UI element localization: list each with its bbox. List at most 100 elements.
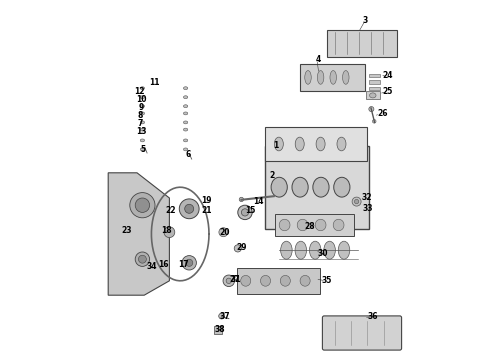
Ellipse shape <box>333 219 344 231</box>
Text: 11: 11 <box>149 78 160 87</box>
Ellipse shape <box>140 87 145 90</box>
Ellipse shape <box>305 71 311 84</box>
FancyBboxPatch shape <box>265 146 369 229</box>
Ellipse shape <box>183 87 188 90</box>
Ellipse shape <box>183 121 188 124</box>
FancyBboxPatch shape <box>214 326 222 334</box>
Ellipse shape <box>310 241 321 259</box>
Ellipse shape <box>185 204 194 213</box>
Ellipse shape <box>140 148 145 151</box>
Ellipse shape <box>140 105 145 108</box>
Text: 25: 25 <box>382 87 392 96</box>
Text: 37: 37 <box>220 312 230 321</box>
Text: 2: 2 <box>270 171 274 180</box>
Text: 19: 19 <box>201 197 212 205</box>
FancyBboxPatch shape <box>327 30 397 57</box>
Ellipse shape <box>139 255 147 263</box>
Ellipse shape <box>182 256 196 270</box>
FancyBboxPatch shape <box>366 91 380 99</box>
Text: 14: 14 <box>253 197 264 206</box>
Text: 9: 9 <box>139 103 145 112</box>
Ellipse shape <box>338 241 350 259</box>
Ellipse shape <box>135 198 149 212</box>
Ellipse shape <box>241 275 251 286</box>
FancyBboxPatch shape <box>274 214 354 236</box>
Ellipse shape <box>239 197 244 202</box>
FancyBboxPatch shape <box>322 316 402 350</box>
Text: 38: 38 <box>215 325 225 333</box>
Ellipse shape <box>281 241 292 259</box>
Ellipse shape <box>135 252 149 266</box>
Ellipse shape <box>140 121 145 124</box>
Ellipse shape <box>140 128 145 131</box>
Ellipse shape <box>315 219 326 231</box>
Ellipse shape <box>140 96 145 99</box>
Ellipse shape <box>369 93 376 98</box>
FancyBboxPatch shape <box>237 268 320 294</box>
Text: 33: 33 <box>362 204 373 213</box>
Ellipse shape <box>234 245 242 252</box>
Ellipse shape <box>130 193 155 218</box>
Text: 3: 3 <box>362 16 368 25</box>
Ellipse shape <box>140 112 145 115</box>
Text: 31: 31 <box>231 275 241 284</box>
Text: 24: 24 <box>382 71 392 80</box>
Text: 15: 15 <box>245 206 256 215</box>
Ellipse shape <box>369 107 374 112</box>
FancyBboxPatch shape <box>369 74 380 77</box>
Ellipse shape <box>318 71 324 84</box>
Ellipse shape <box>242 209 248 216</box>
Ellipse shape <box>316 137 325 151</box>
Text: 34: 34 <box>147 261 157 271</box>
Ellipse shape <box>183 128 188 131</box>
FancyBboxPatch shape <box>369 87 380 90</box>
FancyBboxPatch shape <box>369 80 380 84</box>
Ellipse shape <box>238 205 252 220</box>
Ellipse shape <box>295 241 307 259</box>
Text: 13: 13 <box>136 127 147 136</box>
FancyBboxPatch shape <box>300 64 365 91</box>
Text: 10: 10 <box>136 95 147 104</box>
Ellipse shape <box>140 139 145 142</box>
Ellipse shape <box>343 71 349 84</box>
Text: 4: 4 <box>316 55 320 64</box>
Text: 6: 6 <box>186 150 191 159</box>
Text: 17: 17 <box>178 260 189 269</box>
Text: 1: 1 <box>273 141 278 150</box>
Ellipse shape <box>292 177 308 197</box>
Text: 32: 32 <box>361 193 371 202</box>
Ellipse shape <box>330 71 337 84</box>
Text: 12: 12 <box>135 87 145 96</box>
Ellipse shape <box>183 139 188 142</box>
Ellipse shape <box>219 313 224 319</box>
Polygon shape <box>108 173 170 295</box>
Ellipse shape <box>183 148 188 151</box>
Ellipse shape <box>219 228 228 237</box>
Ellipse shape <box>297 219 308 231</box>
Ellipse shape <box>352 197 361 206</box>
Ellipse shape <box>280 275 291 286</box>
Ellipse shape <box>164 227 175 238</box>
Ellipse shape <box>295 137 304 151</box>
Ellipse shape <box>183 96 188 99</box>
Ellipse shape <box>334 177 350 197</box>
Ellipse shape <box>300 275 310 286</box>
Ellipse shape <box>354 199 359 204</box>
Ellipse shape <box>226 278 231 284</box>
Ellipse shape <box>223 275 235 287</box>
Text: 27: 27 <box>230 275 240 284</box>
Text: 26: 26 <box>377 109 388 118</box>
Ellipse shape <box>183 112 188 115</box>
Text: 22: 22 <box>165 206 176 215</box>
Ellipse shape <box>186 259 193 266</box>
Text: 5: 5 <box>141 145 146 154</box>
Text: 36: 36 <box>368 312 378 321</box>
Ellipse shape <box>183 105 188 108</box>
Text: 16: 16 <box>158 260 168 269</box>
Ellipse shape <box>337 137 346 151</box>
Text: 35: 35 <box>321 276 332 284</box>
Text: 30: 30 <box>318 249 328 258</box>
FancyBboxPatch shape <box>265 127 368 161</box>
Ellipse shape <box>313 177 329 197</box>
Text: 29: 29 <box>236 243 246 252</box>
